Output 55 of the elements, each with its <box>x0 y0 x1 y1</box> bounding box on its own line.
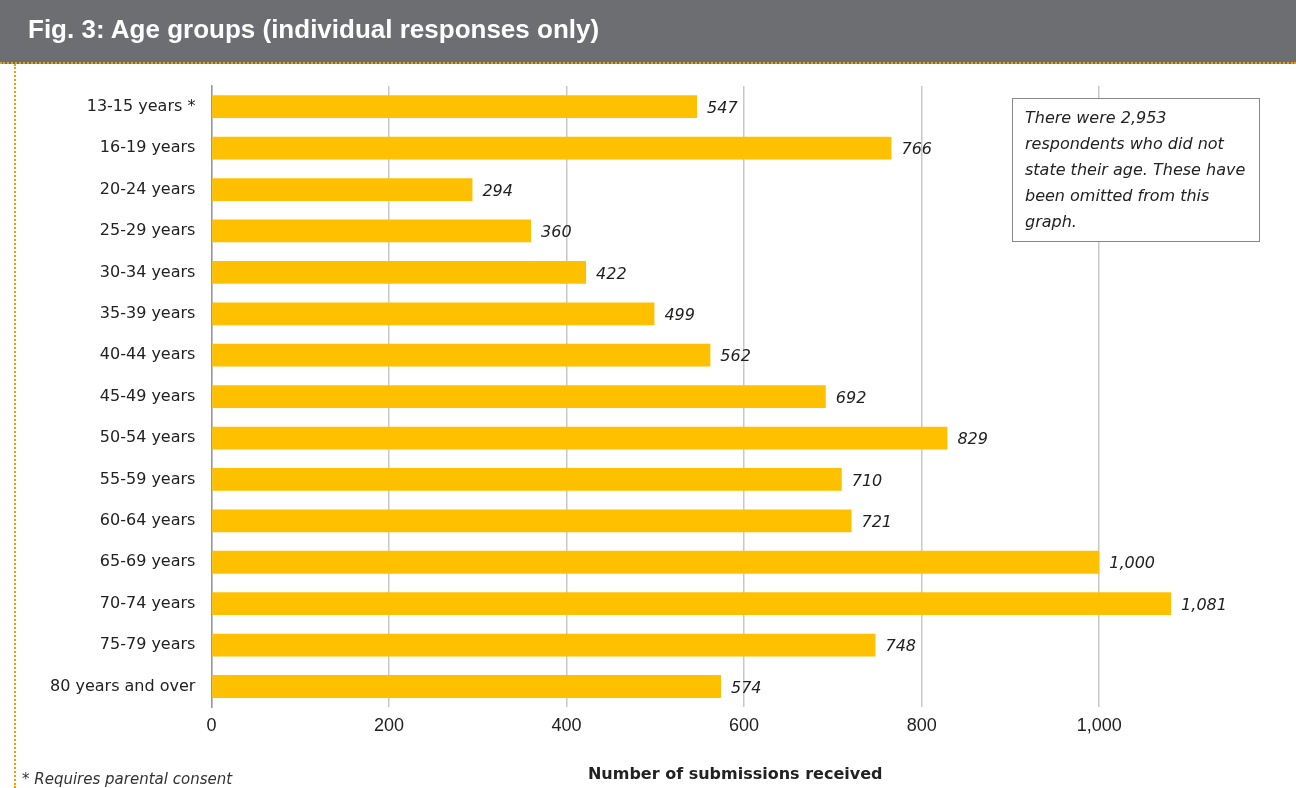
y-tick-label: 60-64 years <box>99 510 196 529</box>
x-tick-label: 1,000 <box>1076 714 1122 735</box>
chart-title: Fig. 3: Age groups (individual responses only) <box>28 14 600 45</box>
bar <box>212 675 722 698</box>
y-tick-label: 50-54 years <box>99 427 196 447</box>
y-tick-label: 45-49 years <box>99 385 196 405</box>
y-tick-label: 25-29 years <box>99 220 196 240</box>
bar <box>212 343 711 367</box>
y-tick-label: 55-59 years <box>99 468 196 488</box>
x-tick-label: 800 <box>906 714 937 735</box>
data-label: 574 <box>731 677 762 697</box>
annotation: There were 2,953 respondents who did not state their age. These have been omitted from this graph. <box>1012 98 1260 242</box>
data-label: 1,081 <box>1181 594 1227 614</box>
bar <box>212 592 1172 616</box>
bar <box>212 178 473 201</box>
data-label: 1,000 <box>1109 553 1156 573</box>
bar <box>212 426 948 450</box>
data-label: 562 <box>720 346 751 366</box>
bar <box>212 136 892 160</box>
y-tick-label: 70-74 years <box>99 592 196 612</box>
y-tick-label: 65-69 years <box>99 551 196 571</box>
text: * Requires parental consent <box>22 770 233 788</box>
data-label: 766 <box>901 139 933 159</box>
bar <box>212 219 532 243</box>
bar <box>212 468 842 491</box>
data-label: 547 <box>707 97 739 117</box>
data-label: 294 <box>482 180 513 200</box>
data-label: 721 <box>861 512 893 531</box>
y-tick-label: 30-34 years <box>99 261 196 281</box>
y-tick-label: 40-44 years <box>99 344 196 364</box>
y-tick-label: 20-24 years <box>99 178 196 198</box>
x-tick-label: 600 <box>729 714 760 735</box>
x-tick-label: 400 <box>551 714 582 735</box>
y-tick-label: 35-39 years <box>99 302 196 322</box>
data-label: 692 <box>835 387 867 407</box>
data-label: 710 <box>851 470 883 490</box>
bar <box>212 260 587 284</box>
x-axis-title: Number of submissions received <box>587 763 883 783</box>
bar <box>212 509 852 533</box>
y-tick-label: 16-19 years <box>99 137 196 157</box>
data-label: 829 <box>957 429 988 449</box>
y-tick-label: 13-15 years * <box>86 95 196 115</box>
bar <box>212 633 876 657</box>
bar <box>212 95 698 119</box>
data-label: 499 <box>664 304 695 324</box>
data-label: 748 <box>885 636 917 656</box>
bar <box>212 302 655 326</box>
data-label: 360 <box>541 222 572 242</box>
y-tick-label: 75-79 years <box>99 634 196 654</box>
x-tick-label: 0 <box>206 714 217 735</box>
y-tick-label: 80 years and over <box>49 675 196 695</box>
data-label: 422 <box>596 263 627 283</box>
bar <box>212 550 1100 574</box>
bar <box>212 385 826 408</box>
x-tick-label: 200 <box>373 714 405 735</box>
